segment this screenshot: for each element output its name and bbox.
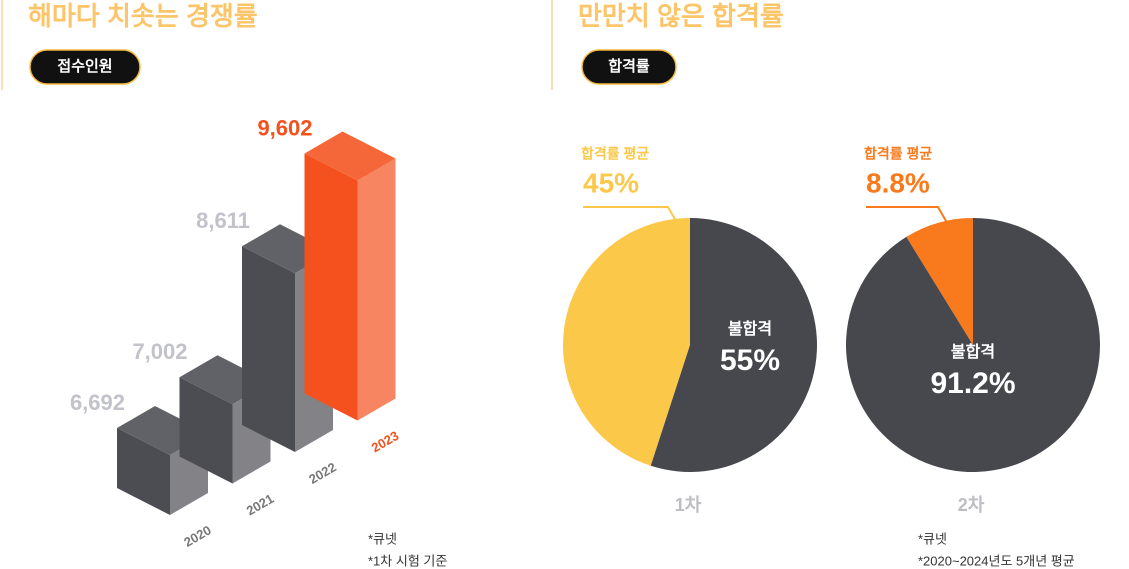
value-label: 7,002: [132, 339, 187, 364]
note: *2020~2024년도 5개년 평균: [918, 553, 1075, 568]
badge-label: 접수인원: [57, 57, 112, 75]
x-tick-label: 2023: [369, 428, 402, 455]
slice-value: 91.2%: [930, 367, 1015, 400]
badge: [29, 49, 141, 85]
bar-left-face: [117, 428, 170, 515]
slice-label: 불합격: [951, 343, 995, 361]
bar: [304, 131, 396, 421]
pie-label: 1차: [675, 495, 702, 515]
bar-left-face: [242, 246, 295, 452]
note: *1차 시험 기준: [368, 553, 447, 568]
callout-line: [866, 206, 951, 229]
pie-label: 2차: [958, 495, 985, 515]
slice-value: 55%: [720, 344, 780, 377]
note: *큐넷: [368, 531, 397, 546]
section-title: 해마다 치솟는 경쟁률: [28, 1, 258, 31]
pie-slice: [906, 218, 973, 345]
pie-slice: [650, 218, 817, 472]
callout-label: 합격률 평균: [581, 146, 649, 162]
value-label: 6,692: [70, 390, 125, 415]
slice-label: 불합격: [728, 320, 772, 338]
callout-label: 합격률 평균: [864, 146, 932, 162]
x-tick-label: 2022: [306, 459, 339, 486]
badge-label: 합격률: [608, 57, 650, 75]
callout-value: 8.8%: [866, 167, 930, 198]
section-title: 만만치 않은 합격률: [578, 1, 784, 31]
pie-slice: [562, 218, 690, 466]
bar-left-face: [304, 153, 358, 421]
bar-top-face: [304, 131, 396, 181]
x-tick-label: 2021: [244, 491, 277, 518]
bar-left-face: [179, 377, 233, 484]
badge: [581, 49, 677, 85]
callout-value: 45%: [583, 167, 639, 198]
callout-line: [583, 206, 681, 229]
x-tick-label: 2020: [181, 522, 214, 549]
note: *큐넷: [918, 531, 947, 546]
bar-right-face: [357, 158, 396, 421]
value-label: 9,602: [257, 115, 312, 140]
value-label: 8,611: [196, 208, 250, 233]
pie-slice: [845, 218, 1100, 473]
